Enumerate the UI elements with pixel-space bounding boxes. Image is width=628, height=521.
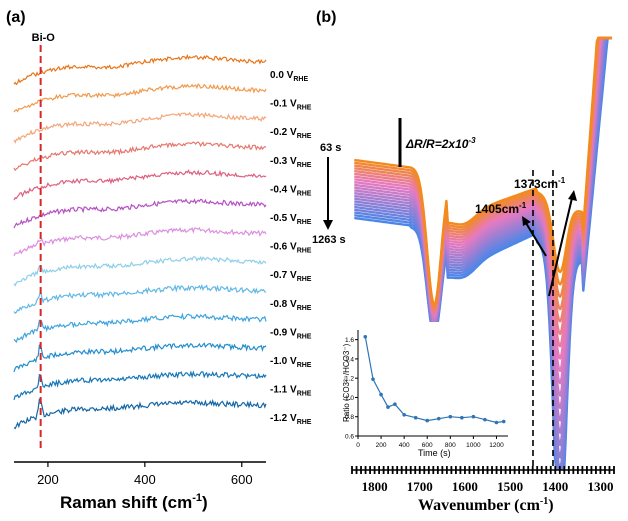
raman-curve-6 <box>13 226 267 257</box>
raman-curve-4 <box>13 169 267 201</box>
raman-curve-label-0: 0.0 VRHE <box>270 70 308 83</box>
raman-curve-2 <box>13 111 267 144</box>
raman-curves <box>13 53 267 430</box>
raman-curve-label-5: -0.5 VRHE <box>270 213 312 226</box>
inset-y-tick-label-2: 1.0 <box>345 395 354 402</box>
panel-b-label: (b) <box>316 9 336 26</box>
inset-x-tick-label-6: 1200 <box>489 442 504 449</box>
inset-point-7 <box>425 418 430 423</box>
inset-point-9 <box>448 414 453 419</box>
inset-point-5 <box>402 413 406 417</box>
raman-curve-7 <box>13 255 267 287</box>
ir-tick-label-3: 1500 <box>497 479 523 494</box>
inset-x-tick-label-4: 800 <box>445 442 456 449</box>
raman-curve-labels: 0.0 VRHE -0.1 VRHE -0.2 VRHE -0.3 VRHE -0.4 … <box>270 70 312 426</box>
inset-point-4 <box>393 402 397 407</box>
raman-curve-label-2: -0.2 VRHE <box>270 127 312 140</box>
inset-x-tick-label-5: 1000 <box>466 442 481 449</box>
inset-y-tick-label-3: 1.2 <box>345 376 354 383</box>
raman-curve-label-3: -0.3 VRHE <box>270 156 312 169</box>
raman-curve-label-12: -1.2 VRHE <box>270 413 312 426</box>
ir-tick-label-1: 1700 <box>407 479 433 494</box>
annotation-1373: 1373cm-1 <box>514 176 566 191</box>
inset-x-axis-title: Time (s) <box>418 448 451 458</box>
inset-point-6 <box>413 415 418 420</box>
time-start-label: 63 s <box>320 142 341 154</box>
inset-y-tick-label-4: 1.4 <box>345 356 354 363</box>
raman-curve-label-4: -0.4 VRHE <box>270 184 312 197</box>
inset-series-points <box>363 334 506 425</box>
raman-x-axis-title: Raman shift (cm-1) <box>60 492 208 512</box>
ir-panel: 1405cm-1 1373cm-1 ΔR/R=2x10-3 63 s 1263 … <box>312 36 615 514</box>
inset-ticks: 0 200 400 600 800 1000 1200 0.6 0.8 1.0 1.2 1.4 1.6 <box>345 337 504 449</box>
arrow-1405 <box>525 222 547 257</box>
ir-curves <box>354 36 612 470</box>
raman-curve-0 <box>13 53 267 86</box>
arrow-1373-head <box>568 190 577 201</box>
inset-chart: 0 200 400 600 800 1000 12000.60.81.01.21.41.6 … <box>336 322 514 464</box>
raman-panel: 0.0 VRHE -0.1 VRHE -0.2 VRHE -0.3 VRHE -0.4 … <box>13 32 312 512</box>
inset-point-2 <box>379 392 383 397</box>
raman-tick-label-1: 400 <box>134 472 156 487</box>
ir-tick-label-0: 1800 <box>362 479 388 494</box>
bi-o-label: Bi-O <box>32 32 56 44</box>
inset-point-1 <box>371 377 375 381</box>
inset-x-tick-label-3: 600 <box>422 442 433 449</box>
arrow-1373 <box>548 197 573 297</box>
raman-curve-label-11: -1.1 VRHE <box>270 385 312 398</box>
raman-curve-label-7: -0.7 VRHE <box>270 270 312 283</box>
inset-y-axis-title: Ratio (CO3²⁻/HCO3⁻) <box>342 343 351 422</box>
raman-curve-5 <box>13 198 267 229</box>
ir-x-axis-title: Wavenumber (cm-1) <box>418 496 554 514</box>
inset-point-3 <box>386 405 390 409</box>
annotation-1405: 1405cm-1 <box>475 201 527 216</box>
time-arrow-head <box>323 220 333 230</box>
raman-tick-label-2: 600 <box>231 472 253 487</box>
raman-curve-label-8: -0.8 VRHE <box>270 299 312 312</box>
ir-tick-label-5: 1300 <box>587 479 613 494</box>
raman-curve-label-10: -1.0 VRHE <box>270 356 312 369</box>
ir-tick-label-2: 1600 <box>452 479 478 494</box>
inset-point-0 <box>363 334 368 339</box>
inset-x-tick-label-1: 200 <box>376 442 387 449</box>
raman-curve-8 <box>13 283 267 314</box>
raman-curve-12 <box>13 398 267 430</box>
inset-y-tick-label-0: 0.6 <box>345 434 354 441</box>
inset-point-14 <box>501 419 506 424</box>
raman-curve-label-1: -0.1 VRHE <box>270 99 312 112</box>
time-end-label: 1263 s <box>312 234 346 246</box>
ir-tick-label-4: 1400 <box>542 479 568 494</box>
inset-y-tick-label-5: 1.6 <box>345 337 354 344</box>
ir-curve-0 <box>354 36 612 306</box>
raman-curve-10 <box>13 342 267 373</box>
raman-curve-label-6: -0.6 VRHE <box>270 242 312 255</box>
raman-x-ticks: 200 400 600 <box>37 462 253 487</box>
ir-x-ticks: 1800 1700 1600 1500 1400 1300 <box>351 466 615 494</box>
panel-a-label: (a) <box>6 9 26 26</box>
inset-point-13 <box>494 420 499 425</box>
scale-bar-label: ΔR/R=2x10-3 <box>405 136 476 151</box>
inset-point-12 <box>483 417 487 422</box>
raman-curve-1 <box>13 83 267 113</box>
inset-point-11 <box>471 414 476 419</box>
raman-curve-11 <box>13 370 267 400</box>
raman-curve-label-9: -0.9 VRHE <box>270 327 312 340</box>
raman-tick-label-0: 200 <box>37 472 59 487</box>
raman-curve-3 <box>13 141 267 172</box>
inset-x-tick-label-2: 400 <box>399 442 410 449</box>
raman-curve-9 <box>13 312 267 344</box>
inset-point-10 <box>460 415 464 420</box>
inset-y-tick-label-1: 0.8 <box>345 414 354 421</box>
inset-background <box>336 322 514 464</box>
inset-x-tick-label-0: 0 <box>356 442 360 449</box>
arrow-1405-head <box>522 216 531 226</box>
inset-point-8 <box>436 416 441 421</box>
